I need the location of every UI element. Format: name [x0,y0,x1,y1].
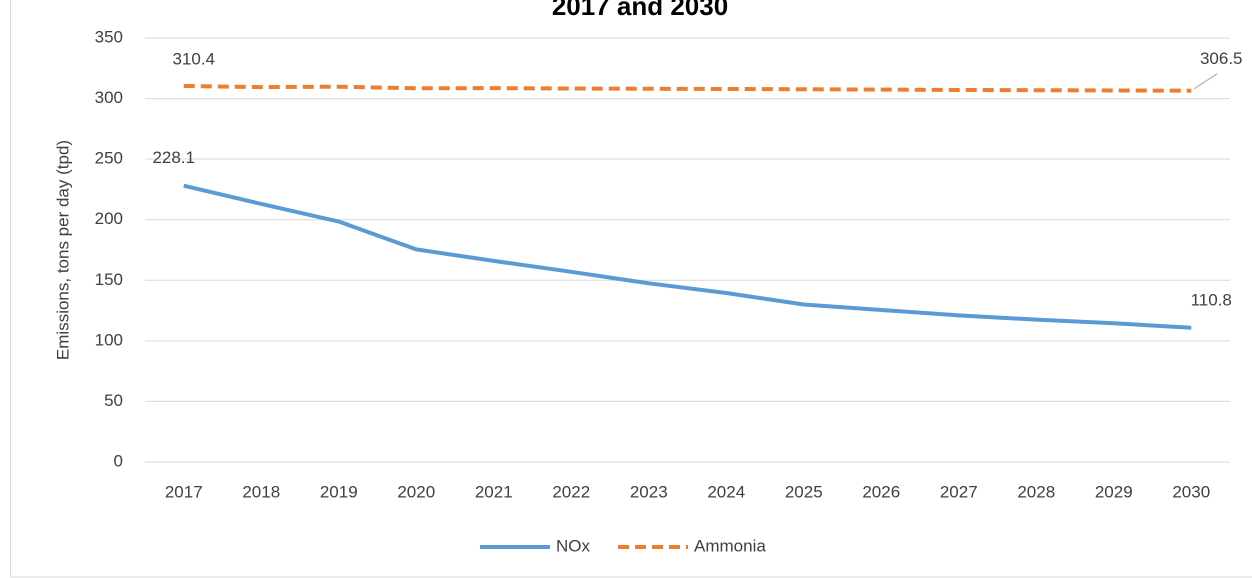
x-tick-label: 2022 [552,482,590,501]
data-label: 110.8 [1191,290,1232,309]
y-tick-label: 300 [95,88,123,107]
y-tick-label: 100 [95,330,123,349]
x-tick-label: 2026 [862,482,900,501]
x-tick-label: 2030 [1172,482,1210,501]
y-tick-label: 350 [95,27,123,46]
x-tick-label: 2025 [785,482,823,501]
line-series [183,183,1192,330]
data-label: 306.5 [1200,49,1243,68]
x-tick-label: 2020 [397,482,435,501]
data-label: 228.1 [152,148,195,167]
x-tick-label: 2029 [1095,482,1133,501]
leader-line [1193,73,1218,90]
x-tick-label: 2018 [242,482,280,501]
x-tick-label: 2023 [630,482,668,501]
legend-label: Ammonia [694,536,766,555]
x-tick-label: 2017 [165,482,203,501]
chart-title: 2017 and 2030 [552,0,728,21]
x-tick-label: 2021 [475,482,513,501]
x-tick-label: 2019 [320,482,358,501]
legend-label: NOx [556,536,591,555]
line-series [183,83,1192,93]
x-tick-label: 2028 [1017,482,1055,501]
y-tick-label: 150 [95,270,123,289]
y-tick-label: 250 [95,149,123,168]
x-tick-label: 2027 [940,482,978,501]
y-tick-label: 0 [114,451,123,470]
y-axis-title: Emissions, tons per day (tpd) [53,140,72,360]
data-label: 310.4 [172,49,215,68]
x-tick-label: 2024 [707,482,745,501]
chart-frame [10,0,1252,578]
y-tick-label: 50 [104,391,123,410]
y-tick-label: 200 [95,209,123,228]
